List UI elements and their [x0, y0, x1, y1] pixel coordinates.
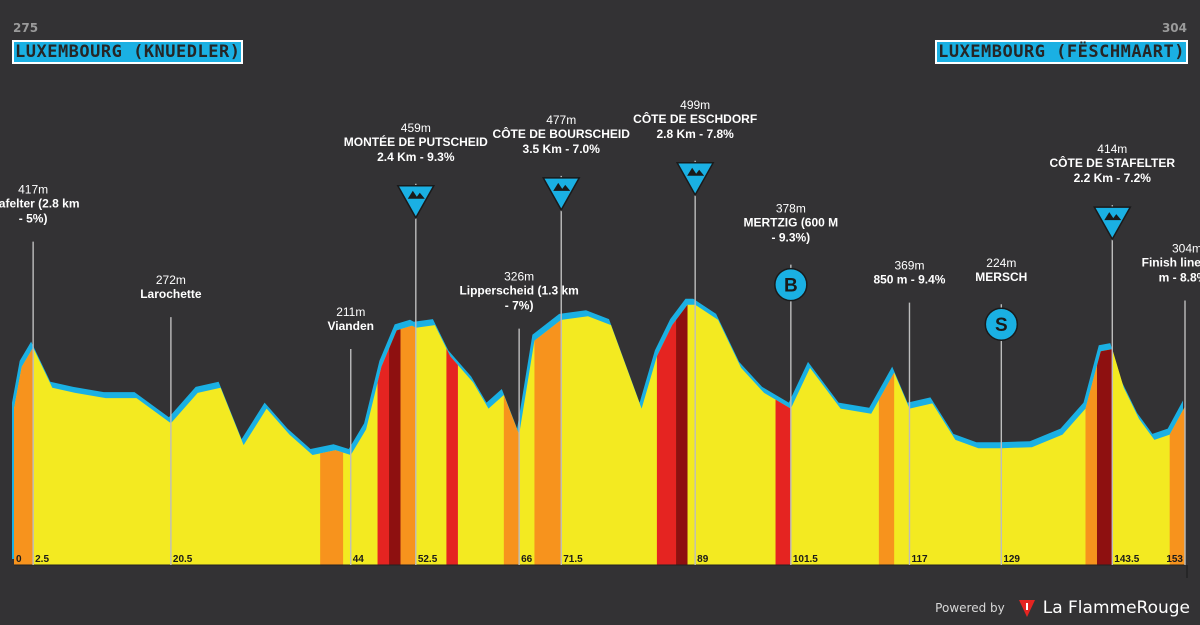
mountain-glyph-icon [687, 167, 705, 176]
climb-band-dark [1096, 304, 1113, 565]
waypoint-label: 2.2 Km - 7.2% [1074, 171, 1152, 185]
intermediate-sprint-icon [984, 307, 1019, 341]
climb-band-orange [400, 304, 416, 565]
mountain-glyph-icon [553, 182, 571, 191]
waypoint-label: CÔTE DE BOURSCHEID [493, 126, 631, 141]
km-tick-label: 101.5 [793, 554, 818, 565]
climb-band-red [656, 304, 677, 565]
start-city-label: LUXEMBOURG (KNUEDLER) [12, 40, 244, 64]
waypoint-label: CÔTE DE ESCHDORF [633, 111, 757, 126]
waypoint-altitude: 211m [336, 305, 365, 319]
sprint-icon-letter: S [995, 315, 1008, 336]
bonus-sprint-icon [774, 267, 808, 302]
km-tick-label: 44 [353, 554, 365, 565]
mountain-glyph-icon [407, 190, 425, 199]
km-tick-label: 71.5 [563, 554, 583, 565]
climb-category-icon [1093, 206, 1132, 241]
km-tick-label: 153 [1166, 554, 1183, 565]
waypoint-label: CÔTE DE STAFELTER [1050, 155, 1176, 170]
powered-by-label: Powered by [935, 601, 1005, 615]
mountain-glyph-icon [1104, 212, 1122, 221]
waypoint-label: 3.5 Km - 7.0% [523, 142, 601, 156]
flamme-rouge-logo-icon [1018, 600, 1035, 617]
waypoint-altitude: 378m [776, 202, 806, 216]
waypoint-altitude: 417m [18, 183, 48, 197]
climb-band-dark [676, 304, 688, 565]
waypoint-label: MERTZIG (600 M [743, 216, 838, 230]
waypoint-altitude: 477m [546, 113, 576, 127]
climb-band-dark [389, 304, 401, 565]
waypoint-label: Finish line (500 [1142, 255, 1200, 269]
waypoint-altitude: 326m [504, 270, 534, 284]
climb-band-red [377, 304, 390, 565]
waypoint-label: - 7%) [505, 299, 534, 313]
waypoint-label: 850 m - 9.4% [873, 273, 945, 287]
waypoint-label: Vianden [328, 319, 374, 333]
km-tick-label: 117 [911, 554, 928, 565]
waypoint-altitude: 224m [986, 256, 1016, 270]
km-tick-label: 52.5 [418, 554, 438, 565]
climb-category-icon [541, 177, 581, 212]
waypoint-label: Stafelter (2.8 km [0, 197, 79, 211]
waypoint-label: Larochette [140, 287, 202, 301]
finish-city-label: LUXEMBOURG (FËSCHMAART) [935, 40, 1188, 64]
waypoint-altitude: 369m [894, 259, 924, 273]
waypoint-altitude: 414m [1097, 142, 1127, 156]
climb-category-icon [675, 162, 715, 197]
km-tick-label: 2.5 [35, 554, 49, 565]
km-tick-label: 129 [1003, 554, 1020, 565]
waypoint-altitude: 459m [401, 121, 431, 135]
climb-band-orange [320, 304, 344, 565]
climb-band-orange [503, 304, 520, 565]
waypoint-label: 2.4 Km - 9.3% [377, 150, 455, 164]
km-tick-label: 20.5 [173, 554, 193, 565]
footer: Powered by La FlammeRouge [935, 598, 1190, 618]
climb-band-orange [14, 304, 34, 565]
waypoint-label: - 5%) [19, 212, 48, 226]
climb-band-orange [1169, 304, 1185, 565]
km-tick-label: 66 [521, 554, 533, 565]
profile-area [14, 304, 1185, 565]
brand-name: La FlammeRouge [1042, 598, 1190, 618]
waypoint-label: MERSCH [975, 270, 1027, 284]
finish-altitude: 304 [1161, 21, 1187, 35]
waypoint-altitude: 304m [1172, 241, 1200, 255]
climb-band-orange [534, 304, 562, 565]
climb-category-icon [396, 185, 436, 220]
waypoint-label: m - 8.8%) [1159, 270, 1200, 284]
climb-band-red [446, 304, 458, 565]
sprint-icon-letter: B [784, 276, 798, 297]
waypoint-altitude: 272m [156, 273, 186, 287]
start-altitude: 275 [13, 21, 39, 35]
waypoint-altitude: 499m [680, 98, 710, 112]
waypoint-label: 2.8 Km - 7.8% [656, 127, 734, 141]
climb-band-orange [1085, 304, 1097, 565]
km-tick-label: 89 [697, 554, 709, 565]
km-tick-label: 0 [16, 554, 22, 565]
km-tick-label: 143.5 [1114, 554, 1139, 565]
waypoint-label: MONTÉE DE PUTSCHEID [344, 134, 488, 149]
waypoint-label: - 9.3%) [771, 231, 810, 245]
waypoint-label: Lipperscheid (1.3 km [459, 284, 578, 298]
